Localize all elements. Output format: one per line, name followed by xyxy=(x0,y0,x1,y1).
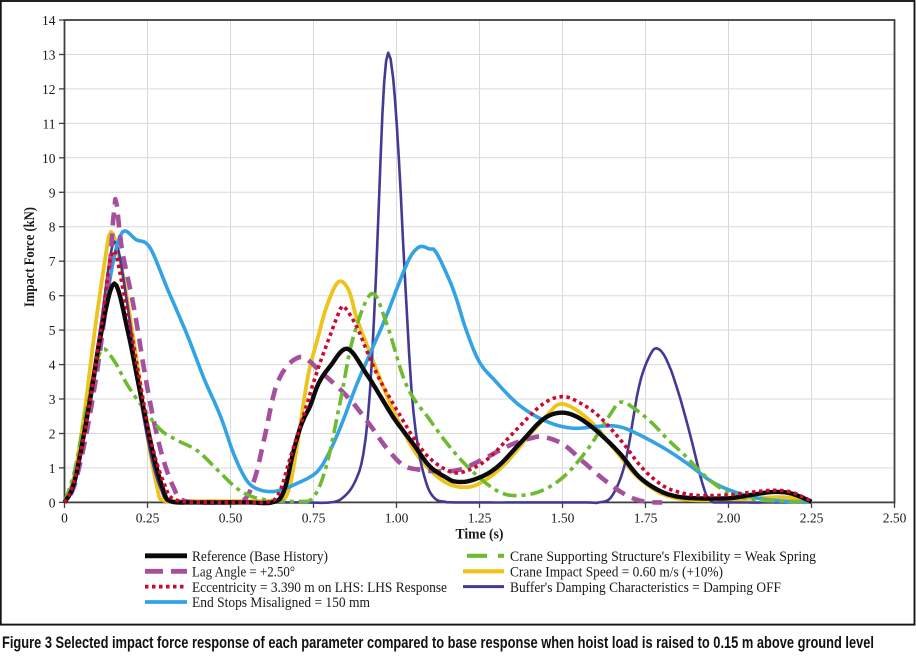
svg-text:3: 3 xyxy=(49,392,56,407)
svg-text:2: 2 xyxy=(49,427,56,442)
svg-text:Lag Angle = +2.50°: Lag Angle = +2.50° xyxy=(192,565,295,581)
svg-text:5: 5 xyxy=(49,323,56,338)
svg-text:1.00: 1.00 xyxy=(385,511,409,526)
svg-text:0: 0 xyxy=(49,495,56,510)
svg-text:1: 1 xyxy=(49,461,56,476)
svg-text:2.50: 2.50 xyxy=(883,511,907,526)
svg-text:2.00: 2.00 xyxy=(717,511,741,526)
svg-text:Eccentricity = 3.390 m on LHS:: Eccentricity = 3.390 m on LHS: LHS Respo… xyxy=(192,580,447,596)
svg-text:Impact Force (kN): Impact Force (kN) xyxy=(22,207,38,307)
svg-text:0.50: 0.50 xyxy=(219,511,243,526)
svg-text:9: 9 xyxy=(49,185,56,200)
svg-text:Crane Impact Speed = 0.60 m/s: Crane Impact Speed = 0.60 m/s (+10%) xyxy=(510,565,723,581)
svg-text:1.25: 1.25 xyxy=(468,511,492,526)
svg-text:Buffer's Damping Characteristi: Buffer's Damping Characteristics = Dampi… xyxy=(510,580,781,596)
svg-text:8: 8 xyxy=(49,220,56,235)
svg-text:2.25: 2.25 xyxy=(800,511,824,526)
svg-text:10: 10 xyxy=(42,151,56,166)
svg-text:0.75: 0.75 xyxy=(302,511,326,526)
svg-text:0: 0 xyxy=(61,511,68,526)
svg-text:12: 12 xyxy=(42,82,56,97)
svg-text:1.75: 1.75 xyxy=(634,511,658,526)
svg-text:Reference (Base History): Reference (Base History) xyxy=(192,549,328,565)
svg-text:0.25: 0.25 xyxy=(136,511,160,526)
svg-text:1.50: 1.50 xyxy=(551,511,575,526)
svg-text:11: 11 xyxy=(43,116,56,131)
svg-text:End Stops Misaligned = 150 mm: End Stops Misaligned = 150 mm xyxy=(192,595,371,611)
svg-text:7: 7 xyxy=(49,254,56,269)
svg-text:6: 6 xyxy=(49,289,56,304)
svg-text:4: 4 xyxy=(49,358,56,373)
svg-text:13: 13 xyxy=(42,48,56,63)
svg-text:Crane Supporting Structure's F: Crane Supporting Structure's Flexibility… xyxy=(510,549,816,565)
svg-text:Time (s): Time (s) xyxy=(456,527,504,543)
svg-text:14: 14 xyxy=(42,13,56,28)
svg-text:Figure 3 Selected impact force: Figure 3 Selected impact force response … xyxy=(2,634,874,652)
